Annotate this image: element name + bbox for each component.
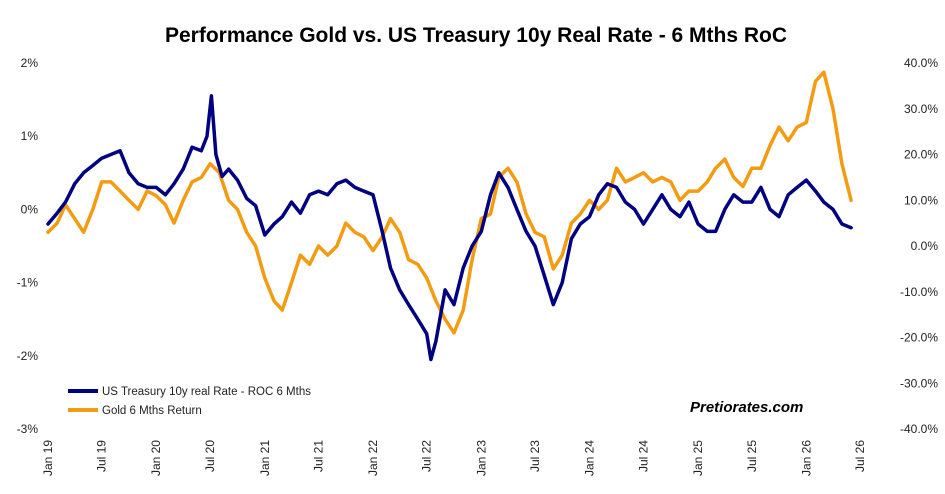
right-tick-label: 40.0% (904, 56, 938, 70)
right-tick-label: 20.0% (904, 148, 938, 162)
x-tick-label: Jul 21 (311, 440, 325, 472)
right-tick-label: 0.0% (911, 239, 939, 253)
x-tick-label: Jul 25 (745, 440, 759, 472)
x-tick-label: Jan 21 (258, 440, 272, 476)
x-tick-label: Jul 26 (853, 440, 867, 472)
left-tick-label: 1% (21, 129, 39, 143)
x-tick-label: Jan 25 (691, 440, 705, 476)
left-tick-label: -3% (17, 422, 39, 436)
right-tick-label: -10.0% (900, 285, 938, 299)
series-line-real-rate (46, 94, 853, 362)
left-tick-label: 0% (21, 202, 39, 216)
right-tick-label: -40.0% (900, 422, 938, 436)
right-tick-label: 30.0% (904, 102, 938, 116)
left-axis: -3% -2% -1% 0% 1% 2% (17, 56, 39, 436)
legend-label-gold: Gold 6 Mths Return (102, 405, 202, 417)
chart-title: Performance Gold vs. US Treasury 10y Rea… (165, 24, 787, 47)
watermark-brand: Pretiorates.com (690, 399, 803, 416)
left-tick-label: -1% (17, 276, 39, 290)
legend-label-real-rate: US Treasury 10y real Rate - ROC 6 Mths (102, 386, 311, 398)
left-tick-label: -2% (17, 349, 39, 363)
x-tick-label: Jul 22 (420, 440, 434, 472)
x-tick-label: Jan 22 (366, 440, 380, 476)
x-tick-label: Jul 23 (528, 440, 542, 472)
x-tick-label: Jan 20 (149, 440, 163, 476)
x-tick-label: Jan 24 (583, 440, 597, 476)
right-tick-label: -20.0% (900, 331, 938, 345)
right-tick-label: 10.0% (904, 193, 938, 207)
x-axis: Jan 19 Jul 19 Jan 20 Jul 20 Jan 21 Jul 21 Jan … (41, 440, 867, 476)
legend: US Treasury 10y real Rate - ROC 6 Mths G… (68, 386, 311, 417)
right-tick-label: -30.0% (900, 376, 938, 390)
right-axis: -40.0% -30.0% -20.0% -10.0% 0.0% 10.0% 20.0% 30… (900, 56, 938, 436)
x-tick-label: Jul 20 (203, 440, 217, 472)
left-tick-label: 2% (21, 56, 39, 70)
x-tick-label: Jan 26 (799, 440, 813, 476)
x-tick-label: Jul 24 (637, 440, 651, 472)
series-line-gold (46, 70, 853, 335)
series-layer (46, 70, 853, 362)
x-tick-label: Jul 19 (95, 440, 109, 472)
x-tick-label: Jan 19 (41, 440, 55, 476)
x-tick-label: Jan 23 (474, 440, 488, 476)
